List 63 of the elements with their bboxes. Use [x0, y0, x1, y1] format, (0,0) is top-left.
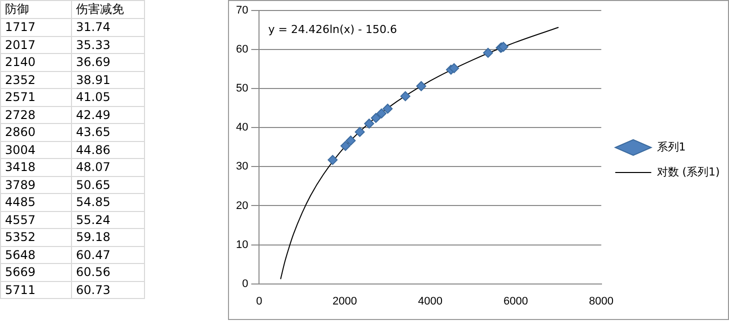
y-tick-label: 40	[236, 122, 248, 134]
legend-label: 系列1	[656, 140, 686, 154]
x-tick-label: 8000	[589, 295, 614, 308]
category-label: 2860	[0, 124, 72, 141]
text: 伤害减免	[72, 0, 144, 18]
data-label: 50.65	[72, 176, 144, 194]
y-tick-label: 30	[236, 160, 248, 173]
annotation: y = 24.426ln(x) - 150.6	[268, 22, 398, 36]
data-label: 31.74	[72, 18, 144, 36]
y-tick-label: 0	[242, 278, 248, 290]
x-tick-label: 6000	[504, 295, 528, 308]
data-label: 42.49	[72, 106, 144, 124]
data-label: 59.18	[72, 228, 144, 246]
line-series	[280, 26, 559, 280]
data-label: 36.69	[72, 54, 144, 71]
category-label: 5648	[0, 246, 72, 264]
data-label: 43.65	[72, 124, 144, 141]
y-tick-label: 50	[236, 82, 248, 95]
x-tick-label: 0	[256, 295, 262, 308]
data-label: 60.47	[72, 246, 144, 264]
y-tick-label: 20	[236, 200, 248, 212]
category-label: 2728	[0, 106, 72, 124]
data-label: 54.85	[72, 194, 144, 211]
data-label: 38.91	[72, 71, 144, 88]
category-label: 1717	[0, 18, 72, 36]
point	[354, 126, 365, 137]
category-label: 3004	[0, 141, 72, 158]
category-label: 2017	[0, 36, 72, 54]
data-label: 48.07	[72, 158, 144, 176]
y-tick-label: 70	[236, 4, 248, 17]
category-label: 2140	[0, 54, 72, 71]
category-label: 2352	[0, 71, 72, 88]
category-label: 5711	[0, 281, 72, 298]
category-label: 4485	[0, 194, 72, 211]
data-label: 60.73	[72, 281, 144, 298]
point	[416, 81, 426, 92]
x-tick-label: 2000	[332, 295, 357, 308]
data-label: 55.24	[72, 211, 144, 228]
data-label: 41.05	[72, 88, 144, 106]
y-tick-label: 10	[236, 238, 248, 251]
category-label: 5352	[0, 228, 72, 246]
point	[346, 136, 356, 146]
point	[382, 104, 393, 114]
point	[449, 63, 460, 74]
data-label: 60.56	[72, 264, 144, 281]
category-label: 5669	[0, 264, 72, 281]
legend-label: 对数 (系列1)	[656, 165, 720, 178]
point	[364, 118, 374, 129]
category-label: 4557	[0, 211, 72, 228]
point	[483, 48, 494, 58]
data-label: 35.33	[72, 36, 144, 54]
point	[340, 140, 350, 151]
point	[328, 154, 338, 165]
category-label: 3418	[0, 158, 72, 176]
point	[370, 112, 381, 123]
category-label: 2571	[0, 88, 72, 106]
category-label: 3789	[0, 176, 72, 194]
point	[400, 91, 410, 102]
point	[376, 108, 387, 118]
data-label: 44.86	[72, 141, 144, 158]
x-tick-label: 4000	[418, 295, 442, 308]
text: 防御	[0, 0, 72, 18]
y-tick-label: 60	[236, 44, 248, 56]
